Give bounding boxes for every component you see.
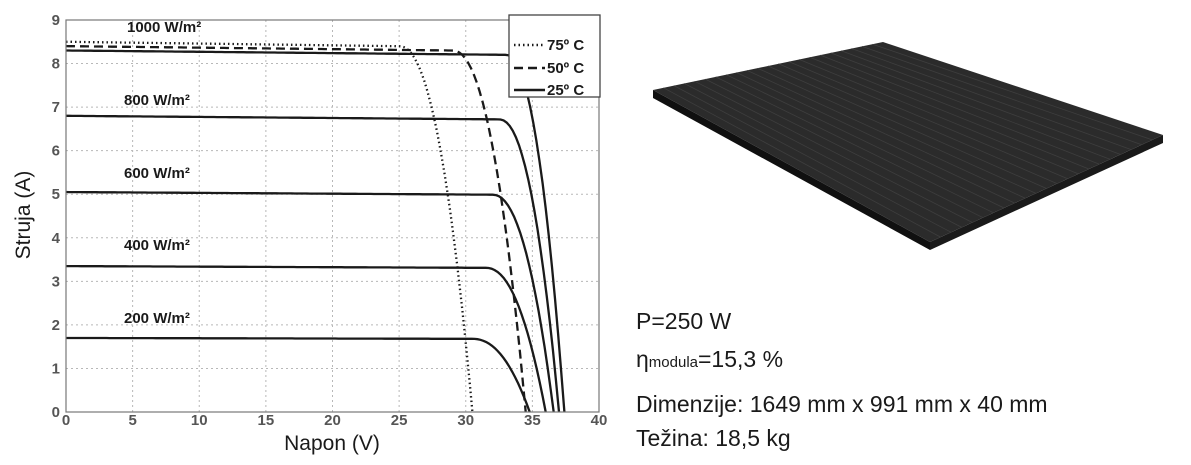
panel-line: [663, 87, 941, 238]
y-tick-label: 4: [52, 230, 61, 247]
panel-line: [788, 61, 1068, 180]
panel-line: [809, 56, 1090, 170]
panel-line: [694, 80, 973, 223]
spec-dimensions: Dimenzije: 1649 mm x 991 mm x 40 mm: [636, 391, 1048, 417]
solar-panel-image: [653, 42, 1163, 250]
panel-line: [799, 59, 1079, 175]
x-axis-title: Napon (V): [284, 432, 380, 455]
x-tick-label: 40: [591, 412, 608, 429]
legend-box: [508, 14, 601, 98]
x-tick-label: 10: [191, 412, 208, 429]
x-tick-label: 15: [258, 412, 275, 429]
series-curve-5: [66, 264, 547, 413]
eff-value: =15,3 %: [698, 346, 784, 372]
annotation-800: 800 W/m²: [124, 92, 190, 109]
legend-label-50: 50º C: [547, 60, 584, 77]
annotation-600: 600 W/m²: [124, 165, 190, 182]
y-tick-label: 1: [52, 360, 60, 377]
panel-line: [684, 83, 962, 228]
panel-line: [872, 43, 1153, 141]
x-tick-label: 25: [391, 412, 408, 429]
curves: [65, 40, 566, 413]
panel-surface: [653, 42, 1163, 242]
annotation-400: 400 W/m²: [124, 237, 190, 254]
eff-subscript: modula: [648, 354, 698, 371]
x-tick-label: 20: [324, 412, 341, 429]
y-tick-labels: 0 1 2 3 4 5 6 7 8 9: [52, 12, 61, 421]
y-tick-label: 0: [52, 404, 60, 421]
panel-line: [767, 65, 1047, 189]
y-tick-label: 6: [52, 143, 60, 160]
x-tick-label: 0: [62, 412, 70, 429]
x-tick-label: 5: [128, 412, 136, 429]
x-tick-labels: 0 5 10 15 20 25 30 35 40: [62, 412, 608, 429]
plot-frame: [65, 19, 600, 413]
spec-weight: Težina: 18,5 kg: [636, 425, 791, 451]
panel-line: [851, 48, 1132, 150]
iv-chart: 0 1 2 3 4 5 6 7 8 9 0 5 10 15 20 25 30 35 40 1000 W/m² 80…: [12, 12, 608, 455]
series-curve-1: [65, 44, 527, 413]
legend: 75º C 50º C 25º C: [508, 14, 601, 99]
panel-line: [757, 67, 1037, 194]
y-axis-title: Struja (A): [12, 171, 35, 260]
series-curve-2: [66, 40, 474, 413]
y-tick-label: 7: [52, 99, 60, 116]
eff-symbol: η: [636, 346, 649, 372]
spec-efficiency: ηmodula=15,3 %: [636, 346, 783, 373]
y-tick-label: 8: [52, 56, 60, 73]
annotation-1000: 1000 W/m²: [127, 19, 201, 36]
panel-line: [861, 46, 1142, 146]
y-tick-label: 3: [52, 273, 60, 290]
panel-line: [736, 72, 1015, 204]
panel-line: [778, 63, 1058, 184]
series-curve-0: [66, 49, 566, 413]
y-tick-label: 5: [52, 186, 60, 203]
series-curve-4: [65, 190, 555, 413]
spec-power: P=250 W: [636, 308, 732, 334]
panel-side-right: [930, 135, 1163, 250]
y-tick-label: 9: [52, 12, 60, 29]
panel-side-left: [653, 90, 930, 250]
panel-line: [726, 74, 1005, 209]
panel-cell-lines: [663, 43, 1153, 238]
panel-line: [673, 85, 952, 233]
x-tick-label: 30: [457, 412, 474, 429]
x-tick-label: 35: [524, 412, 541, 429]
panel-line: [841, 50, 1121, 155]
panel-line: [705, 78, 984, 219]
panel-line: [830, 52, 1111, 160]
panel-line: [820, 54, 1100, 165]
y-tick-label: 2: [52, 317, 60, 334]
legend-label-75: 75º C: [547, 37, 584, 54]
annotation-200: 200 W/m²: [124, 310, 190, 327]
panel-line: [746, 70, 1026, 199]
series-curve-6: [66, 336, 531, 413]
panel-line: [715, 76, 994, 214]
legend-label-25: 25º C: [547, 82, 584, 99]
series-curve-3: [66, 114, 561, 413]
